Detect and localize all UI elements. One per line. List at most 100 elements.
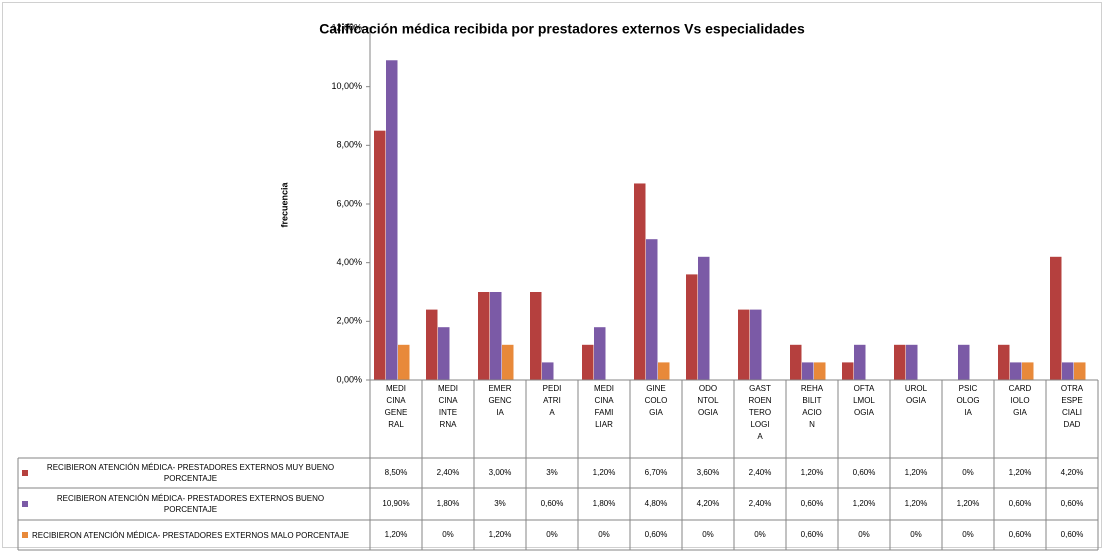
- x-tick-label: GINE COLO GIA: [644, 384, 668, 417]
- data-label: 3,00%: [488, 468, 512, 477]
- data-label: 0%: [858, 530, 870, 539]
- bar: [686, 274, 698, 380]
- x-tick-label: ODO NTOL OGIA: [697, 384, 719, 417]
- data-label: 1,20%: [852, 499, 876, 508]
- data-label: 0%: [546, 530, 558, 539]
- bar: [634, 183, 646, 380]
- x-tick-label: PSIC OLOG IA: [956, 384, 980, 417]
- legend-swatch: [22, 470, 28, 476]
- bar: [582, 344, 594, 380]
- data-label: 0,60%: [800, 530, 824, 539]
- x-tick-label: GAST ROEN TERO LOGI A: [748, 384, 772, 441]
- data-label: 0,60%: [540, 499, 564, 508]
- x-tick-label: MEDI CINA INTE RNA: [438, 384, 458, 429]
- bar: [398, 344, 410, 380]
- bar: [542, 362, 554, 380]
- data-label: 1,20%: [956, 499, 980, 508]
- y-tick-label: 2,00%: [336, 316, 362, 326]
- legend-label: RECIBIERON ATENCIÓN MÉDICA- PRESTADORES …: [46, 463, 335, 483]
- y-axis-title: frecuencia: [279, 181, 289, 227]
- legend-label: RECIBIERON ATENCIÓN MÉDICA- PRESTADORES …: [32, 530, 349, 540]
- bar: [530, 292, 542, 380]
- y-tick-label: 8,00%: [336, 140, 362, 150]
- data-label: 0%: [598, 530, 610, 539]
- data-label: 1,80%: [592, 499, 616, 508]
- bar: [386, 60, 398, 381]
- bar: [426, 309, 438, 380]
- bar: [958, 344, 970, 380]
- bar: [854, 344, 866, 380]
- x-tick-label: EMER GENC IA: [488, 384, 512, 417]
- bar: [478, 292, 490, 380]
- data-label: 3%: [494, 499, 506, 508]
- bar: [1022, 362, 1034, 380]
- data-label: 8,50%: [384, 468, 408, 477]
- bar: [594, 327, 606, 380]
- data-label: 0,60%: [1060, 530, 1084, 539]
- data-label: 4,20%: [696, 499, 720, 508]
- bar: [1074, 362, 1086, 380]
- bar: [646, 239, 658, 380]
- y-tick-label: 0,00%: [336, 374, 362, 384]
- bar: [1050, 256, 1062, 380]
- bar: [906, 344, 918, 380]
- data-label: 0%: [910, 530, 922, 539]
- y-tick-label: 4,00%: [336, 257, 362, 267]
- bar: [750, 309, 762, 380]
- data-label: 0,60%: [1060, 499, 1084, 508]
- data-label: 0%: [962, 468, 974, 477]
- legend-entry: RECIBIERON ATENCIÓN MÉDICA- PRESTADORES …: [18, 488, 370, 520]
- bar: [802, 362, 814, 380]
- x-tick-label: MEDI CINA FAMI LIAR: [594, 384, 614, 429]
- data-label: 0,60%: [1008, 530, 1032, 539]
- x-tick-label: PEDI ATRI A: [542, 384, 562, 417]
- data-label: 1,20%: [800, 468, 824, 477]
- bar: [1010, 362, 1022, 380]
- bar: [1062, 362, 1074, 380]
- data-label: 0,60%: [852, 468, 876, 477]
- data-label: 4,80%: [644, 499, 668, 508]
- data-label: 0%: [754, 530, 766, 539]
- y-tick-label: 10,00%: [331, 81, 362, 91]
- data-label: 2,40%: [748, 499, 772, 508]
- x-tick-label: MEDI CINA GENE RAL: [384, 384, 408, 429]
- data-label: 1,20%: [904, 468, 928, 477]
- legend-swatch: [22, 501, 28, 507]
- bar: [490, 292, 502, 380]
- legend-entry: RECIBIERON ATENCIÓN MÉDICA- PRESTADORES …: [18, 458, 370, 488]
- y-tick-label: 12,00%: [331, 22, 362, 32]
- legend-label: RECIBIERON ATENCIÓN MÉDICA- PRESTADORES …: [56, 494, 325, 514]
- data-label: 1,20%: [488, 530, 512, 539]
- legend-entry: RECIBIERON ATENCIÓN MÉDICA- PRESTADORES …: [18, 520, 370, 550]
- legend-swatch: [22, 532, 28, 538]
- data-label: 6,70%: [644, 468, 668, 477]
- data-label: 0,60%: [644, 530, 668, 539]
- y-tick-label: 6,00%: [336, 198, 362, 208]
- bar: [814, 362, 826, 380]
- data-label: 1,20%: [384, 530, 408, 539]
- data-label: 0%: [702, 530, 714, 539]
- data-label: 4,20%: [1060, 468, 1084, 477]
- data-label: 3%: [546, 468, 558, 477]
- bar: [658, 362, 670, 380]
- bar: [998, 344, 1010, 380]
- data-label: 0,60%: [1008, 499, 1032, 508]
- bar: [698, 256, 710, 380]
- data-label: 0%: [442, 530, 454, 539]
- data-label: 0%: [962, 530, 974, 539]
- chart-title: Calificación médica recibida por prestad…: [319, 21, 805, 37]
- x-tick-label: OFTA LMOL OGIA: [853, 384, 875, 417]
- x-tick-label: REHA BILIT ACIO N: [800, 384, 824, 429]
- data-label: 1,80%: [436, 499, 460, 508]
- bar: [374, 130, 386, 380]
- data-label: 1,20%: [904, 499, 928, 508]
- data-label: 2,40%: [436, 468, 460, 477]
- x-tick-label: OTRA ESPE CIALI DAD: [1060, 384, 1084, 429]
- data-label: 2,40%: [748, 468, 772, 477]
- bar: [842, 362, 854, 380]
- data-label: 10,90%: [382, 499, 410, 508]
- bar: [790, 344, 802, 380]
- data-label: 1,20%: [592, 468, 616, 477]
